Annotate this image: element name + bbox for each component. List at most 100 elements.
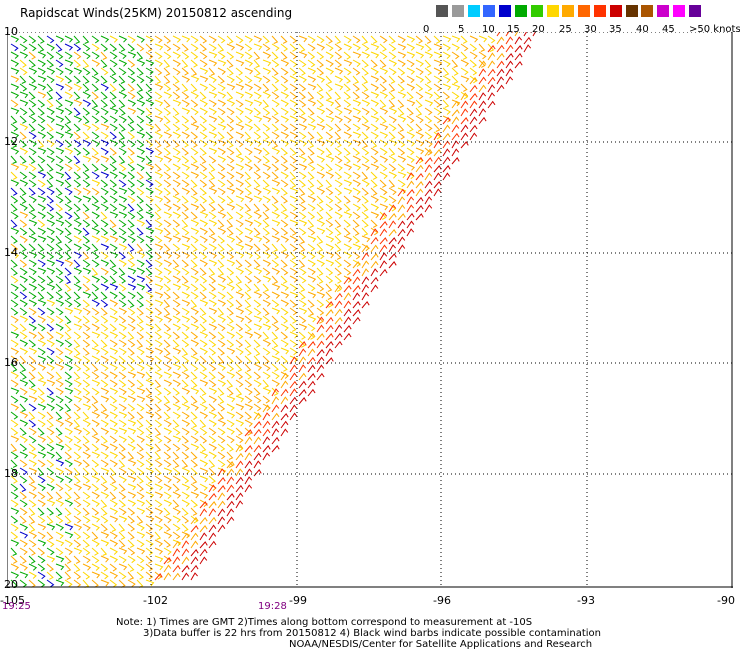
wind-barb	[262, 267, 271, 276]
wind-barb	[289, 67, 298, 76]
wind-barb	[73, 163, 82, 172]
wind-barb	[163, 83, 172, 92]
wind-barb	[55, 99, 63, 108]
wind-barb	[379, 139, 388, 147]
wind-barb	[343, 316, 352, 325]
wind-barb	[190, 107, 199, 116]
wind-barb	[28, 179, 37, 188]
wind-barb	[235, 195, 245, 203]
wind-barb	[100, 507, 108, 516]
wind-barb	[64, 531, 74, 539]
wind-barb	[415, 35, 423, 44]
wind-barb	[253, 83, 262, 92]
wind-barb	[28, 435, 37, 444]
wind-barb	[82, 243, 91, 252]
wind-barb	[163, 467, 173, 475]
wind-barb	[289, 139, 299, 147]
wind-barb	[352, 123, 361, 132]
wind-barb	[262, 420, 271, 429]
wind-barb	[73, 227, 83, 235]
wind-barb	[55, 427, 63, 436]
wind-barb	[118, 435, 127, 443]
wind-barb	[181, 507, 189, 516]
wind-barb	[136, 555, 145, 564]
wind-barb	[163, 179, 172, 188]
wind-barb	[127, 379, 136, 388]
wind-barb	[154, 243, 164, 251]
wind-barb	[298, 299, 307, 308]
wind-barb	[19, 347, 29, 355]
wind-barb	[64, 419, 74, 427]
wind-barb	[307, 227, 316, 236]
wind-barb	[298, 75, 307, 83]
wind-barb	[172, 491, 182, 499]
wind-barb	[208, 83, 217, 92]
wind-barb	[37, 371, 45, 380]
wind-barb	[46, 427, 55, 436]
wind-barb	[100, 411, 109, 419]
wind-barb	[37, 187, 46, 196]
wind-barb	[28, 571, 37, 579]
wind-barb	[163, 331, 172, 340]
wind-barb	[91, 51, 100, 60]
wind-barb	[10, 123, 19, 132]
wind-barb	[73, 579, 82, 588]
wind-barb	[199, 171, 208, 180]
wind-barb	[172, 123, 181, 132]
wind-barb	[91, 547, 99, 556]
wind-barb	[406, 139, 416, 147]
wind-barb	[154, 435, 163, 444]
wind-barb	[163, 347, 171, 356]
wind-barb	[199, 195, 208, 204]
wind-barb	[64, 219, 73, 228]
wind-barb	[91, 283, 100, 292]
wind-barb	[118, 35, 128, 43]
wind-barb	[280, 227, 289, 236]
wind-barb	[478, 100, 487, 109]
wind-barb	[172, 275, 181, 283]
wind-barb	[289, 259, 298, 268]
wind-barb	[28, 451, 38, 459]
wind-barb	[280, 404, 289, 413]
wind-barb	[163, 275, 172, 284]
wind-barb	[10, 195, 19, 204]
wind-barb	[190, 459, 198, 468]
wind-barb	[28, 195, 37, 203]
wind-barb	[478, 92, 487, 101]
wind-barb	[154, 443, 162, 452]
wind-barb	[433, 35, 441, 44]
wind-barb	[82, 67, 91, 76]
wind-barb	[280, 347, 290, 355]
wind-barb	[55, 331, 64, 339]
wind-barb	[190, 371, 198, 380]
wind-barb	[154, 283, 164, 291]
wind-barb	[28, 379, 36, 388]
wind-barb	[325, 131, 334, 140]
wind-barb	[145, 171, 153, 180]
wind-barb	[118, 91, 128, 99]
wind-barb	[244, 452, 253, 461]
wind-barb	[82, 467, 90, 476]
wind-barb	[118, 427, 128, 435]
wind-barb	[46, 571, 54, 580]
wind-barb	[181, 195, 189, 204]
wind-barb	[487, 100, 496, 109]
wind-barb	[226, 323, 235, 331]
wind-barb	[127, 395, 137, 403]
wind-barb	[127, 147, 135, 156]
wind-barb	[478, 59, 486, 68]
legend-tick: 0	[423, 24, 430, 35]
wind-barb	[316, 356, 325, 365]
wind-barb	[82, 435, 90, 444]
wind-barb	[244, 43, 253, 52]
wind-barb	[271, 123, 279, 132]
wind-barb	[307, 75, 317, 83]
wind-barb	[163, 411, 171, 420]
wind-barb	[55, 187, 63, 196]
wind-barb	[55, 475, 65, 483]
wind-barb	[46, 171, 54, 180]
wind-barb	[244, 476, 253, 485]
wind-barb	[190, 323, 200, 331]
wind-barb	[145, 475, 153, 484]
wind-barb	[73, 59, 81, 68]
